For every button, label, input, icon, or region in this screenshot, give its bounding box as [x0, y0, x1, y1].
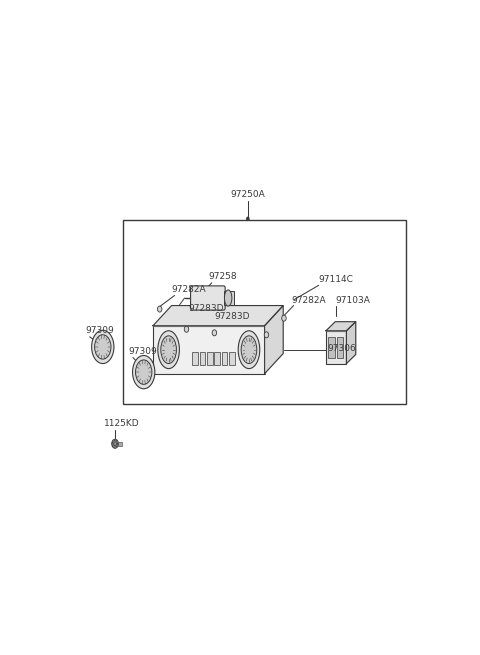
Ellipse shape	[161, 336, 177, 364]
Ellipse shape	[158, 331, 180, 369]
Text: 97282A: 97282A	[291, 295, 326, 305]
Text: 97283D: 97283D	[188, 304, 224, 313]
Bar	[328, 337, 335, 358]
FancyBboxPatch shape	[191, 286, 225, 310]
Circle shape	[186, 328, 187, 330]
Ellipse shape	[95, 335, 111, 359]
Bar	[215, 352, 220, 365]
Text: 97309: 97309	[128, 347, 157, 356]
Text: 97283D: 97283D	[215, 312, 250, 321]
Circle shape	[214, 332, 215, 334]
Circle shape	[283, 317, 285, 319]
Text: 97103A: 97103A	[335, 295, 370, 305]
Bar	[224, 291, 234, 305]
Bar	[229, 352, 235, 365]
Bar	[337, 337, 344, 358]
Bar	[200, 352, 205, 365]
Circle shape	[266, 334, 267, 336]
Bar	[222, 352, 228, 365]
Text: 97258: 97258	[208, 272, 237, 282]
Bar	[118, 441, 122, 446]
Polygon shape	[153, 305, 283, 326]
Circle shape	[212, 329, 216, 336]
Circle shape	[159, 308, 160, 310]
Circle shape	[157, 306, 162, 312]
Polygon shape	[264, 305, 283, 373]
Circle shape	[184, 326, 189, 332]
Bar	[207, 352, 213, 365]
Text: 1125KD: 1125KD	[104, 419, 140, 428]
Circle shape	[282, 315, 286, 321]
Circle shape	[114, 441, 117, 446]
Text: 97250A: 97250A	[230, 190, 265, 198]
Text: 97306: 97306	[327, 345, 356, 354]
Ellipse shape	[225, 290, 232, 306]
Circle shape	[264, 332, 269, 338]
Bar	[153, 326, 264, 373]
Circle shape	[112, 440, 119, 448]
Ellipse shape	[132, 356, 155, 389]
Bar	[123, 220, 406, 404]
Bar	[192, 352, 198, 365]
Ellipse shape	[92, 330, 114, 364]
Text: 97309: 97309	[85, 326, 114, 335]
Polygon shape	[326, 322, 356, 331]
Text: 97282A: 97282A	[172, 286, 206, 295]
Polygon shape	[347, 322, 356, 364]
Ellipse shape	[238, 331, 260, 369]
Ellipse shape	[241, 336, 257, 364]
Bar	[326, 331, 347, 364]
Ellipse shape	[135, 360, 152, 384]
Text: 97114C: 97114C	[319, 275, 353, 284]
Circle shape	[247, 217, 249, 220]
